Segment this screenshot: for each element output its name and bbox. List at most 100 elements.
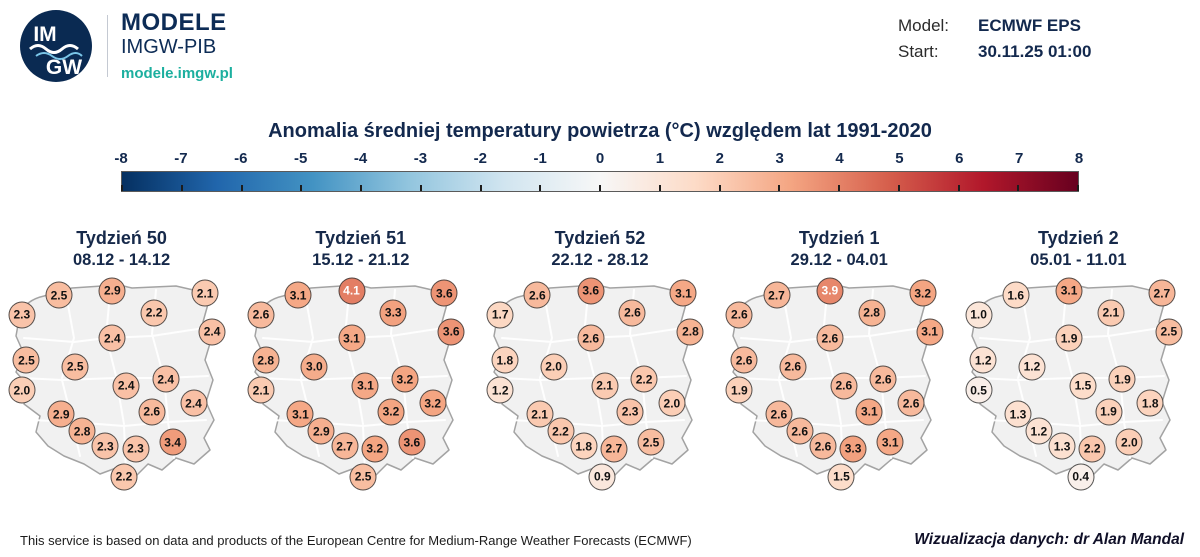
station-value-zakopane: 0.9 (588, 463, 616, 491)
colorbar-tick (121, 185, 123, 191)
colorbar: -8 -7 -6 -5 -4 -3 -2 -1 0 1 2 3 4 5 6 7 8 (114, 150, 1083, 192)
station-value-katowice: 1.8 (570, 432, 598, 460)
station-value-olsztyn: 2.6 (618, 299, 646, 327)
map-box: 2.6 2.7 3.9 2.8 3.2 3.1 2.6 2.6 2.6 1.9 2.6 2.6 2.6 2… (723, 277, 955, 496)
colorbar-tick-label: -6 (234, 150, 248, 167)
colorbar-tick (957, 185, 960, 191)
station-value-warszawa: 2.2 (630, 365, 658, 393)
station-value-bialystok: 3.6 (437, 318, 465, 346)
week-title: Tydzień 1 (798, 228, 880, 248)
station-value-gorzow: 2.6 (730, 346, 758, 374)
station-value-gdansk: 4.1 (338, 277, 365, 305)
station-value-wroclaw: 3.1 (286, 400, 314, 428)
station-value-opole: 1.2 (1025, 417, 1053, 445)
colorbar-tick-label: 8 (1074, 150, 1084, 167)
station-value-koszalin: 3.1 (284, 281, 312, 309)
panel-tydzien-51: Tydzień 51 15.12 - 21.12 2.6 3.1 4.1 3.3 3.6… (243, 227, 479, 496)
station-value-szczecin: 2.6 (247, 301, 275, 329)
station-value-lodz: 3.1 (351, 372, 379, 400)
station-value-zakopane: 1.5 (827, 463, 855, 491)
station-value-poznan: 2.5 (61, 353, 89, 381)
station-value-lodz: 2.1 (591, 372, 619, 400)
station-value-zakopane: 2.2 (110, 463, 138, 491)
start-label: Start: (898, 42, 939, 61)
colorbar-tick (599, 185, 601, 191)
imgw-logo-background (20, 10, 92, 82)
panel-tydzien-50: Tydzień 50 08.12 - 14.12 2.3 2.5 2.9 2.2 2.1… (4, 227, 240, 496)
station-value-torun: 2.6 (816, 324, 844, 352)
colorbar-tick-label: -7 (174, 150, 188, 167)
imgw-logo-letters-bottom: GW (46, 56, 82, 79)
station-value-lodz: 1.5 (1069, 372, 1097, 400)
colorbar-tick (718, 185, 721, 191)
station-value-bialystok: 2.4 (198, 318, 226, 346)
station-value-gdansk: 3.6 (577, 277, 605, 305)
colorbar-tick (240, 185, 243, 191)
station-value-rzeszow: 3.4 (159, 428, 187, 456)
colorbar-tick (658, 185, 661, 191)
colorbar-tick (838, 185, 840, 191)
station-value-katowice: 1.3 (1048, 432, 1076, 460)
weekly-panels: Tydzień 50 08.12 - 14.12 2.3 2.5 2.9 2.2 2.1… (0, 227, 1200, 496)
station-value-poznan: 2.0 (540, 353, 568, 381)
colorbar-tick-label: 4 (835, 150, 844, 167)
colorbar-gradient (121, 171, 1079, 192)
station-value-opole: 2.9 (307, 417, 335, 445)
colorbar-tick-label: -2 (473, 150, 487, 167)
station-value-krakow: 2.3 (122, 435, 149, 463)
footer-credit: Wizualizacja danych: dr Alan Mandal (914, 531, 1184, 548)
station-value-katowice: 2.3 (91, 432, 119, 460)
colorbar-tick (360, 185, 362, 191)
station-value-wroclaw: 2.1 (526, 400, 554, 428)
station-value-gorzow: 1.8 (491, 346, 519, 374)
station-value-poznan: 2.6 (779, 353, 807, 381)
brand-url-link[interactable]: modele.imgw.pl (121, 64, 233, 82)
station-value-gorzow: 2.8 (252, 346, 280, 374)
station-value-szczecin: 2.3 (8, 301, 36, 329)
panel-tydzien-2: Tydzień 2 05.01 - 11.01 1.0 1.6 3.1 2.1 2.7 2… (960, 227, 1196, 496)
brand-institute: IMGW-PIB (121, 36, 217, 59)
model-label: Model: (898, 16, 950, 35)
colorbar-tick (1017, 185, 1020, 191)
station-value-olsztyn: 2.8 (858, 299, 886, 327)
colorbar-tick (300, 185, 303, 191)
colorbar-tick (539, 185, 542, 191)
station-value-zakopane: 0.4 (1067, 463, 1095, 491)
station-value-olsztyn: 3.3 (379, 299, 407, 327)
station-value-krakow: 2.7 (600, 435, 628, 463)
station-value-suwalki: 3.1 (669, 279, 697, 307)
station-value-zielona-gora: 1.9 (725, 376, 753, 404)
station-value-opole: 2.8 (68, 417, 96, 445)
header: IM GW MODELE IMGW-PIB modele.imgw.pl (18, 8, 233, 84)
map-box: 1.7 2.6 3.6 2.6 3.1 2.8 2.6 1.8 2.0 1.2 2.1 2.2 2.1 2… (484, 277, 716, 496)
map-box: 1.0 1.6 3.1 2.1 2.7 2.5 1.9 1.2 1.2 0.5 1.5 1.9 1.3 1… (962, 277, 1194, 496)
station-value-bialystok: 2.8 (676, 318, 704, 346)
model-value: ECMWF EPS (978, 16, 1081, 35)
station-value-warszawa: 3.2 (391, 365, 419, 393)
station-value-gdansk: 3.9 (816, 277, 844, 305)
station-value-torun: 2.6 (577, 324, 605, 352)
week-dates: 05.01 - 11.01 (1030, 250, 1127, 269)
station-value-gdansk: 3.1 (1055, 277, 1083, 305)
colorbar-labels: -8 -7 -6 -5 -4 -3 -2 -1 0 1 2 3 4 5 6 7 8 (114, 150, 1083, 171)
colorbar-tick-label: 2 (715, 150, 724, 167)
colorbar-tick-label: 6 (955, 150, 964, 167)
station-value-olsztyn: 2.1 (1097, 299, 1125, 327)
panel-tydzien-1: Tydzień 1 29.12 - 04.01 2.6 2.7 3.9 2.8 3.2 3… (721, 227, 957, 496)
station-value-zielona-gora: 1.2 (486, 376, 514, 404)
brand-name: MODELE (121, 9, 227, 37)
station-value-warszawa: 2.6 (869, 365, 897, 393)
week-title: Tydzień 50 (76, 228, 167, 248)
station-value-kielce: 2.6 (138, 398, 166, 426)
footer-attribution: This service is based on data and produc… (20, 533, 692, 548)
week-dates: 29.12 - 04.01 (790, 250, 888, 269)
colorbar-tick (479, 185, 482, 191)
station-value-katowice: 2.6 (809, 432, 837, 460)
station-value-koszalin: 1.6 (1002, 281, 1030, 309)
station-value-lublin: 3.2 (419, 389, 447, 417)
colorbar-tick (180, 185, 183, 191)
station-value-warszawa: 2.4 (152, 365, 180, 393)
imgw-logo-wave2-icon (35, 52, 83, 60)
station-value-bialystok: 2.5 (1155, 318, 1183, 346)
station-value-kielce: 1.9 (1095, 398, 1122, 426)
